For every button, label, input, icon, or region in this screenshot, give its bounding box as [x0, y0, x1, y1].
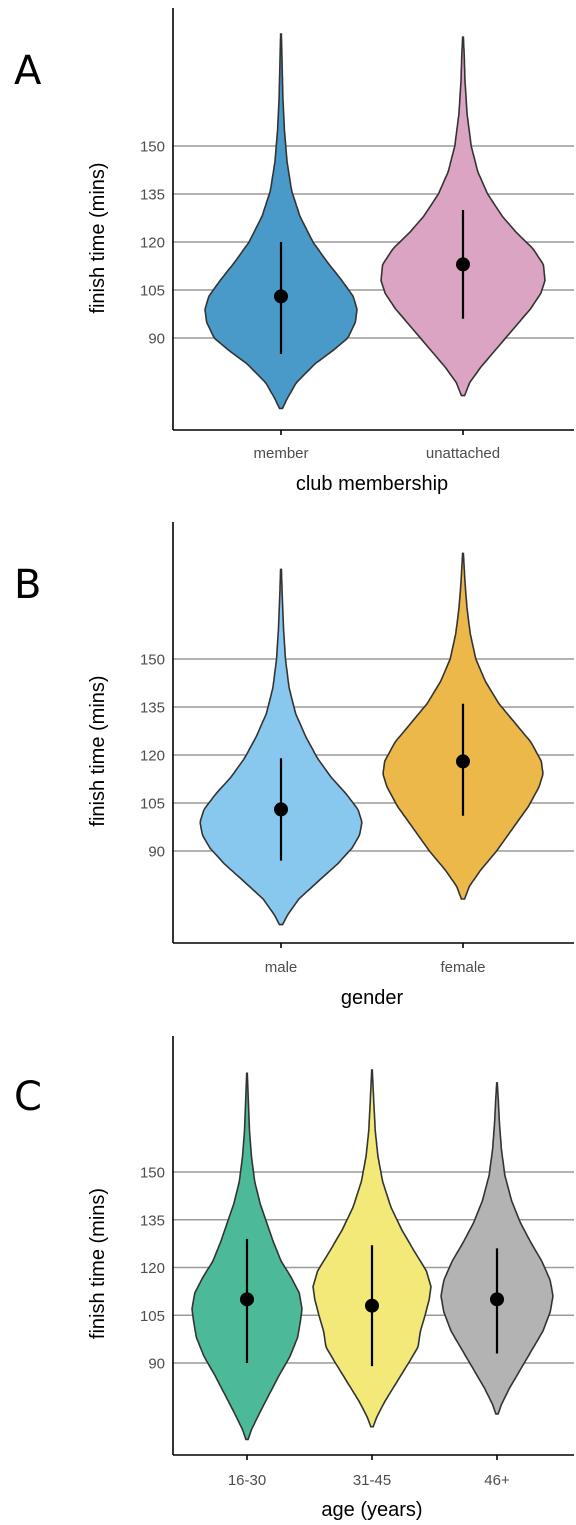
y-axis-title: finish time (mins) — [87, 675, 109, 826]
panel-letter: B — [14, 562, 41, 608]
y-axis-title: finish time (mins) — [87, 162, 109, 313]
mean-point — [456, 257, 470, 272]
violin-male — [199, 568, 363, 926]
y-tick-label: 90 — [148, 844, 165, 861]
panel-b: B 90 105 120 135 150 male female gender finish ti… — [14, 522, 574, 1009]
y-tick-label: 105 — [140, 283, 165, 300]
x-axis-title: age (years) — [321, 1499, 422, 1521]
x-tick-label: member — [253, 445, 308, 462]
mean-point — [274, 802, 288, 817]
mean-point — [274, 289, 288, 304]
mean-point — [365, 1298, 379, 1313]
y-tick-label: 120 — [140, 235, 165, 252]
x-tick-label: 46+ — [484, 1472, 510, 1489]
y-tick-label: 120 — [140, 748, 165, 765]
mean-point — [456, 754, 470, 769]
mean-point — [240, 1292, 254, 1307]
y-tick-label: 135 — [140, 1212, 165, 1229]
y-tick-label: 90 — [148, 1356, 165, 1373]
x-axis-title: club membership — [296, 473, 448, 495]
panel-c: C 90 105 120 135 150 16-30 31-45 46+ age (years) f… — [14, 1036, 574, 1521]
x-tick-label: unattached — [426, 445, 500, 462]
violin-member — [204, 33, 358, 410]
y-tick-label: 150 — [140, 652, 165, 669]
y-tick-label: 105 — [140, 796, 165, 813]
y-tick-label: 135 — [140, 700, 165, 717]
x-axis-title: gender — [341, 987, 404, 1009]
y-tick-label: 150 — [140, 139, 165, 156]
y-axis-title: finish time (mins) — [87, 1188, 109, 1339]
panel-letter: C — [14, 1074, 42, 1120]
y-tick-label: 135 — [140, 187, 165, 204]
x-tick-label: male — [265, 959, 298, 976]
x-tick-label: female — [440, 959, 485, 976]
mean-point — [490, 1292, 504, 1307]
y-tick-label: 90 — [148, 331, 165, 348]
y-tick-label: 105 — [140, 1308, 165, 1325]
y-tick-label: 150 — [140, 1165, 165, 1182]
panel-a: A 90 105 120 135 150 member unattached club memb… — [14, 8, 574, 495]
x-tick-label: 16-30 — [228, 1472, 266, 1489]
y-tick-label: 120 — [140, 1260, 165, 1277]
panel-letter: A — [14, 48, 42, 94]
x-tick-label: 31-45 — [353, 1472, 391, 1489]
